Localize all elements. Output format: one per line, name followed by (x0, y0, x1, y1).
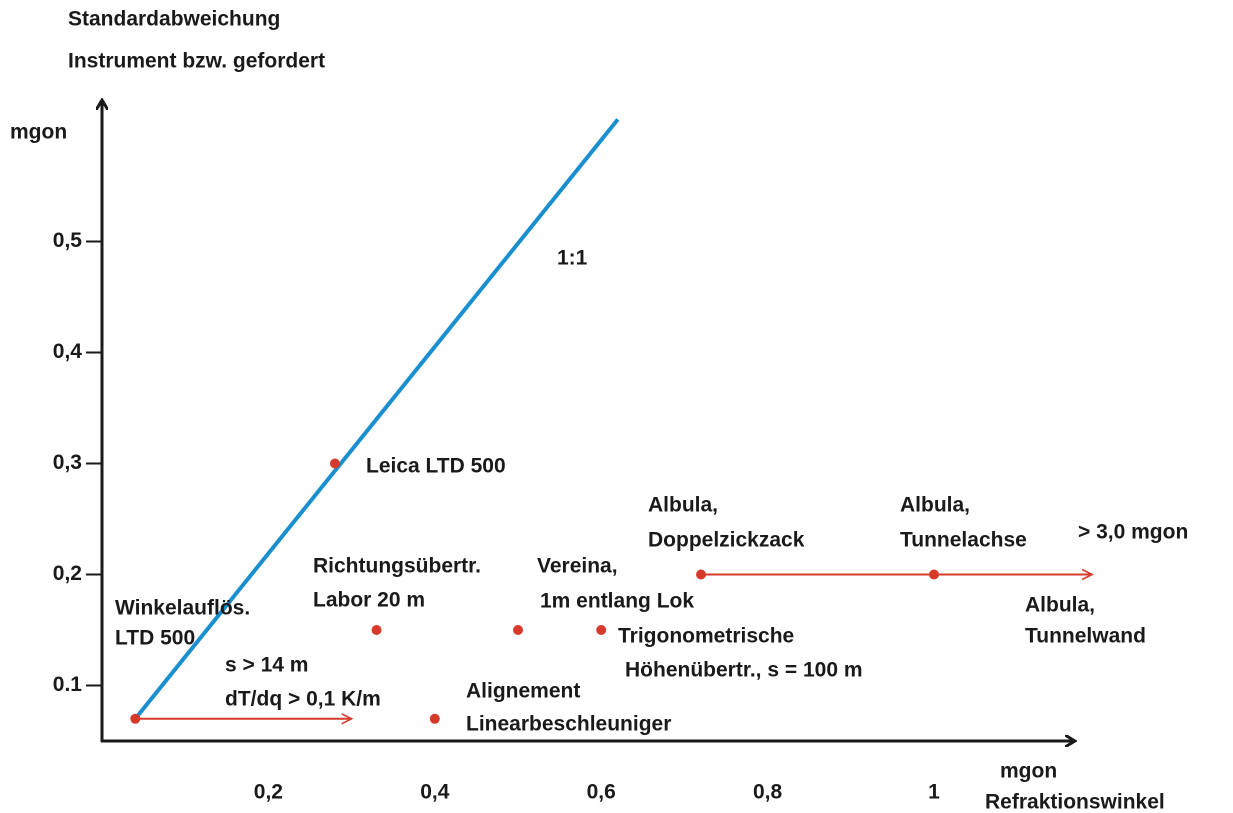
x-tick-label: 1 (928, 781, 940, 804)
annotation: 1:1 (557, 247, 588, 270)
x-axis-unit: mgon (1000, 760, 1057, 783)
x-tick-label: 0,2 (254, 781, 283, 804)
annotation: dT/dq > 0,1 K/m (225, 688, 381, 711)
point (596, 625, 607, 635)
x-tick-label: 0,4 (420, 781, 450, 804)
annotation: LTD 500 (115, 627, 195, 650)
annotation: Albula, (648, 494, 718, 517)
point (130, 713, 141, 724)
point (696, 569, 707, 580)
y-tick-label: 0,2 (53, 562, 82, 585)
y-axis-unit: mgon (10, 121, 67, 144)
y-tick-label: 0,4 (53, 340, 83, 363)
reference-line (133, 118, 620, 721)
point (429, 713, 440, 724)
annotation: Doppelzickzack (648, 529, 805, 552)
annotation: s > 14 m (225, 654, 308, 677)
y-tick-label: 0.1 (53, 673, 83, 696)
annotation: Tunnelachse (900, 529, 1027, 552)
annotation: Labor 20 m (313, 589, 425, 612)
y-axis-label: Instrument bzw. gefordert (68, 50, 325, 73)
point (513, 625, 523, 635)
y-axis-label: Standardabweichung (68, 8, 280, 31)
annotation: 1m entlang Lok (540, 590, 694, 613)
annotation: Trigonometrische (618, 625, 794, 648)
annotation: Höhenübertr., s = 100 m (625, 659, 863, 682)
annotation: Linearbeschleuniger (466, 713, 671, 736)
annotation: Leica LTD 500 (366, 455, 506, 478)
point (371, 625, 382, 635)
annotation: Tunnelwand (1025, 625, 1146, 648)
y-tick-label: 0,5 (53, 229, 83, 252)
annotation: Albula, (900, 494, 970, 517)
x-tick-label: 0,6 (587, 781, 616, 804)
y-tick-label: 0,3 (53, 451, 82, 474)
annotation: Albula, (1025, 594, 1095, 617)
point (929, 569, 939, 580)
annotation: Winkelauflös. (115, 597, 250, 620)
annotation: Vereina, (537, 555, 618, 578)
annotation: Alignement (466, 680, 580, 703)
point (329, 458, 340, 469)
annotation: Richtungsübertr. (313, 555, 481, 578)
x-axis-label: Refraktionswinkel (985, 791, 1165, 813)
annotation: > 3,0 mgon (1078, 521, 1188, 544)
x-tick-label: 0,8 (753, 781, 783, 804)
